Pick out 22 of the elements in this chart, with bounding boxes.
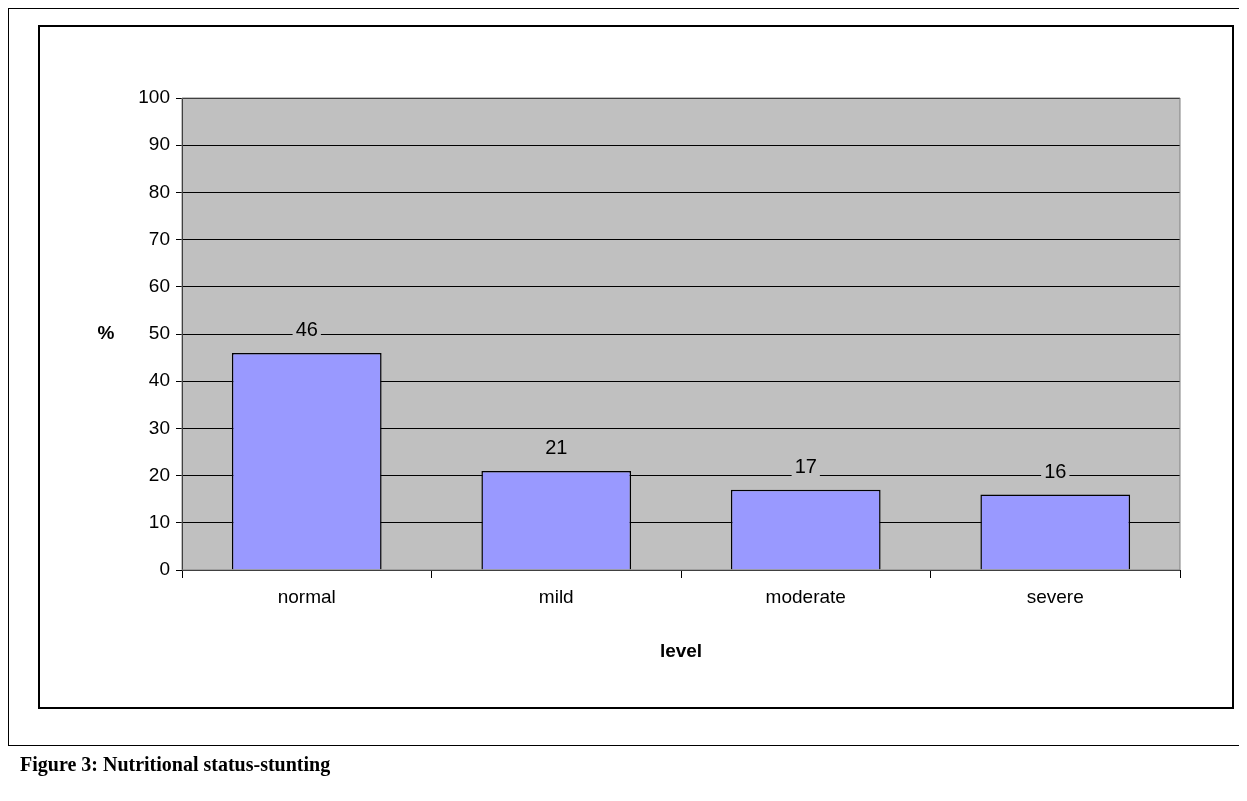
x-tick-label: moderate [765, 585, 846, 607]
data-label: 17 [794, 455, 817, 478]
y-tick-label: 20 [148, 463, 170, 485]
x-tick-label: mild [538, 585, 574, 607]
y-tick-label: 100 [138, 86, 170, 108]
y-tick-label: 40 [148, 369, 170, 391]
y-tick-label: 0 [159, 558, 170, 580]
data-label: 16 [1044, 460, 1067, 482]
y-tick-label: 90 [148, 133, 170, 155]
caption: Figure 3: Nutritional status-stunting [20, 753, 331, 776]
y-tick-label: 60 [148, 275, 170, 297]
data-label: 46 [295, 318, 318, 341]
x-tick-label: normal [277, 585, 336, 607]
y-axis-title: % [97, 322, 115, 344]
y-tick-label: 80 [148, 180, 170, 202]
x-tick-label: severe [1026, 585, 1084, 607]
y-tick-label: 70 [148, 227, 170, 249]
y-tick-label: 30 [148, 416, 170, 438]
y-tick-label: 50 [148, 322, 170, 344]
y-tick-label: 10 [148, 511, 170, 533]
data-label: 21 [545, 436, 568, 459]
x-axis-title: level [659, 639, 703, 661]
